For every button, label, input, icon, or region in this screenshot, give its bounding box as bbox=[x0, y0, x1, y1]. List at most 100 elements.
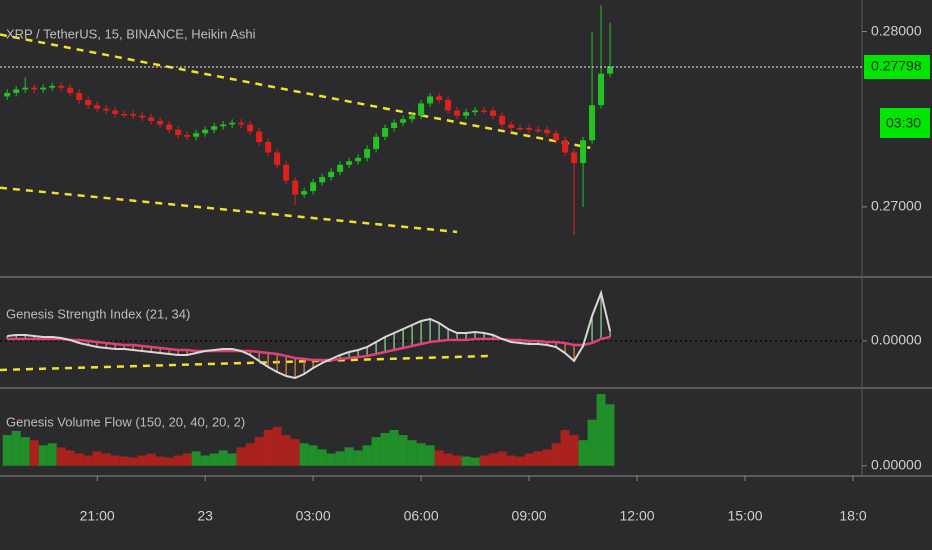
candle-body bbox=[400, 119, 407, 123]
volume-bar bbox=[128, 457, 138, 466]
candle-body bbox=[319, 177, 326, 183]
candle-body bbox=[427, 96, 434, 104]
candle-body bbox=[13, 89, 20, 93]
y-tick-label: 0.28000 bbox=[871, 22, 922, 38]
volume-bar bbox=[263, 429, 273, 466]
volume-bar bbox=[551, 443, 561, 466]
volume-bar bbox=[578, 440, 588, 466]
candle-body bbox=[517, 127, 524, 130]
volume-bar bbox=[425, 445, 435, 466]
candle-body bbox=[31, 87, 38, 90]
candle-body bbox=[454, 110, 461, 116]
candle-body bbox=[67, 87, 74, 93]
volume-bar bbox=[218, 450, 228, 466]
candle-body bbox=[589, 105, 596, 141]
volume-bar bbox=[56, 447, 66, 466]
candle-body bbox=[472, 110, 479, 113]
volume-bar bbox=[317, 449, 327, 466]
y-tick-label: 0.27000 bbox=[871, 198, 922, 214]
candle-body bbox=[49, 85, 56, 88]
volume-bar bbox=[470, 457, 480, 466]
volume-bar bbox=[596, 394, 606, 466]
volume-bar bbox=[506, 455, 516, 466]
y-tick-label: 0.00000 bbox=[871, 456, 922, 472]
volume-bar bbox=[344, 447, 354, 466]
volume-bar bbox=[326, 453, 336, 466]
candle-body bbox=[202, 129, 209, 134]
volume-bar bbox=[83, 455, 93, 466]
candle-body bbox=[76, 92, 83, 100]
candle-body bbox=[121, 113, 128, 116]
volume-bar bbox=[416, 443, 426, 466]
candle-body bbox=[58, 85, 65, 88]
volume-bar bbox=[101, 453, 111, 466]
volume-bar bbox=[605, 404, 615, 466]
volume-bar bbox=[2, 435, 12, 466]
volume-bar bbox=[542, 449, 552, 466]
price-pane: 0.28000 0.27000 0.27798 03:30 bbox=[0, 5, 930, 235]
pane-title: XRP / TetherUS, 15, BINANCE, Heikin Ashi bbox=[6, 26, 256, 41]
candle-body bbox=[355, 157, 362, 162]
candle-body bbox=[409, 115, 416, 120]
volume-bar bbox=[398, 435, 408, 466]
candle-body bbox=[445, 99, 452, 111]
candle-body bbox=[247, 124, 254, 132]
volume-bar bbox=[560, 429, 570, 466]
candle-body bbox=[463, 112, 470, 116]
x-tick-label: 06:00 bbox=[404, 508, 439, 524]
candle-body bbox=[481, 110, 488, 112]
candle-body bbox=[103, 108, 110, 111]
volume-bar bbox=[353, 450, 363, 466]
x-tick-label: 12:00 bbox=[620, 508, 655, 524]
volume-bar bbox=[119, 456, 129, 466]
countdown-label: 03:30 bbox=[886, 115, 921, 131]
volume-bar bbox=[254, 437, 264, 466]
candle-body bbox=[535, 129, 542, 132]
volume-bar bbox=[164, 457, 174, 466]
volume-bar bbox=[173, 455, 183, 466]
volume-bar bbox=[47, 443, 57, 466]
candle-body bbox=[184, 134, 191, 137]
volume-bar bbox=[524, 453, 534, 466]
candle-body bbox=[256, 131, 263, 143]
volume-bar bbox=[380, 433, 390, 466]
volume-bar bbox=[272, 426, 282, 466]
candle-body bbox=[364, 149, 371, 158]
volume-bar bbox=[182, 453, 192, 466]
volume-bar bbox=[587, 419, 597, 466]
volume-pane: 0.00000 bbox=[2, 394, 922, 472]
trend-line bbox=[0, 354, 490, 372]
candle-body bbox=[571, 152, 578, 164]
x-tick-label: 21:00 bbox=[80, 508, 115, 524]
indicator-line bbox=[7, 335, 611, 362]
candle-body bbox=[382, 127, 389, 137]
volume-bar bbox=[443, 453, 453, 466]
candle-body bbox=[4, 92, 11, 97]
candle-body bbox=[562, 140, 569, 153]
volume-bar bbox=[236, 447, 246, 466]
volume-bar bbox=[389, 429, 399, 466]
volume-bar bbox=[200, 455, 210, 466]
candle-body bbox=[130, 113, 137, 116]
candle-body bbox=[139, 115, 146, 118]
volume-bar bbox=[38, 445, 48, 466]
candle-body bbox=[220, 124, 227, 127]
volume-bar bbox=[497, 451, 507, 466]
trend-line bbox=[0, 33, 591, 150]
candle-body bbox=[274, 152, 281, 165]
volume-bar bbox=[371, 437, 381, 466]
volume-bar bbox=[407, 440, 417, 466]
volume-bar bbox=[74, 453, 84, 466]
strength-pane: 0.00000 bbox=[0, 289, 922, 380]
candle-body bbox=[166, 124, 173, 130]
candle-body bbox=[598, 73, 605, 106]
volume-bar bbox=[191, 451, 201, 466]
candle-body bbox=[175, 129, 182, 135]
volume-bar bbox=[155, 456, 165, 466]
volume-bar bbox=[20, 437, 30, 466]
candle-body bbox=[301, 191, 308, 195]
candle-body bbox=[94, 105, 101, 109]
candle-body bbox=[553, 133, 560, 141]
